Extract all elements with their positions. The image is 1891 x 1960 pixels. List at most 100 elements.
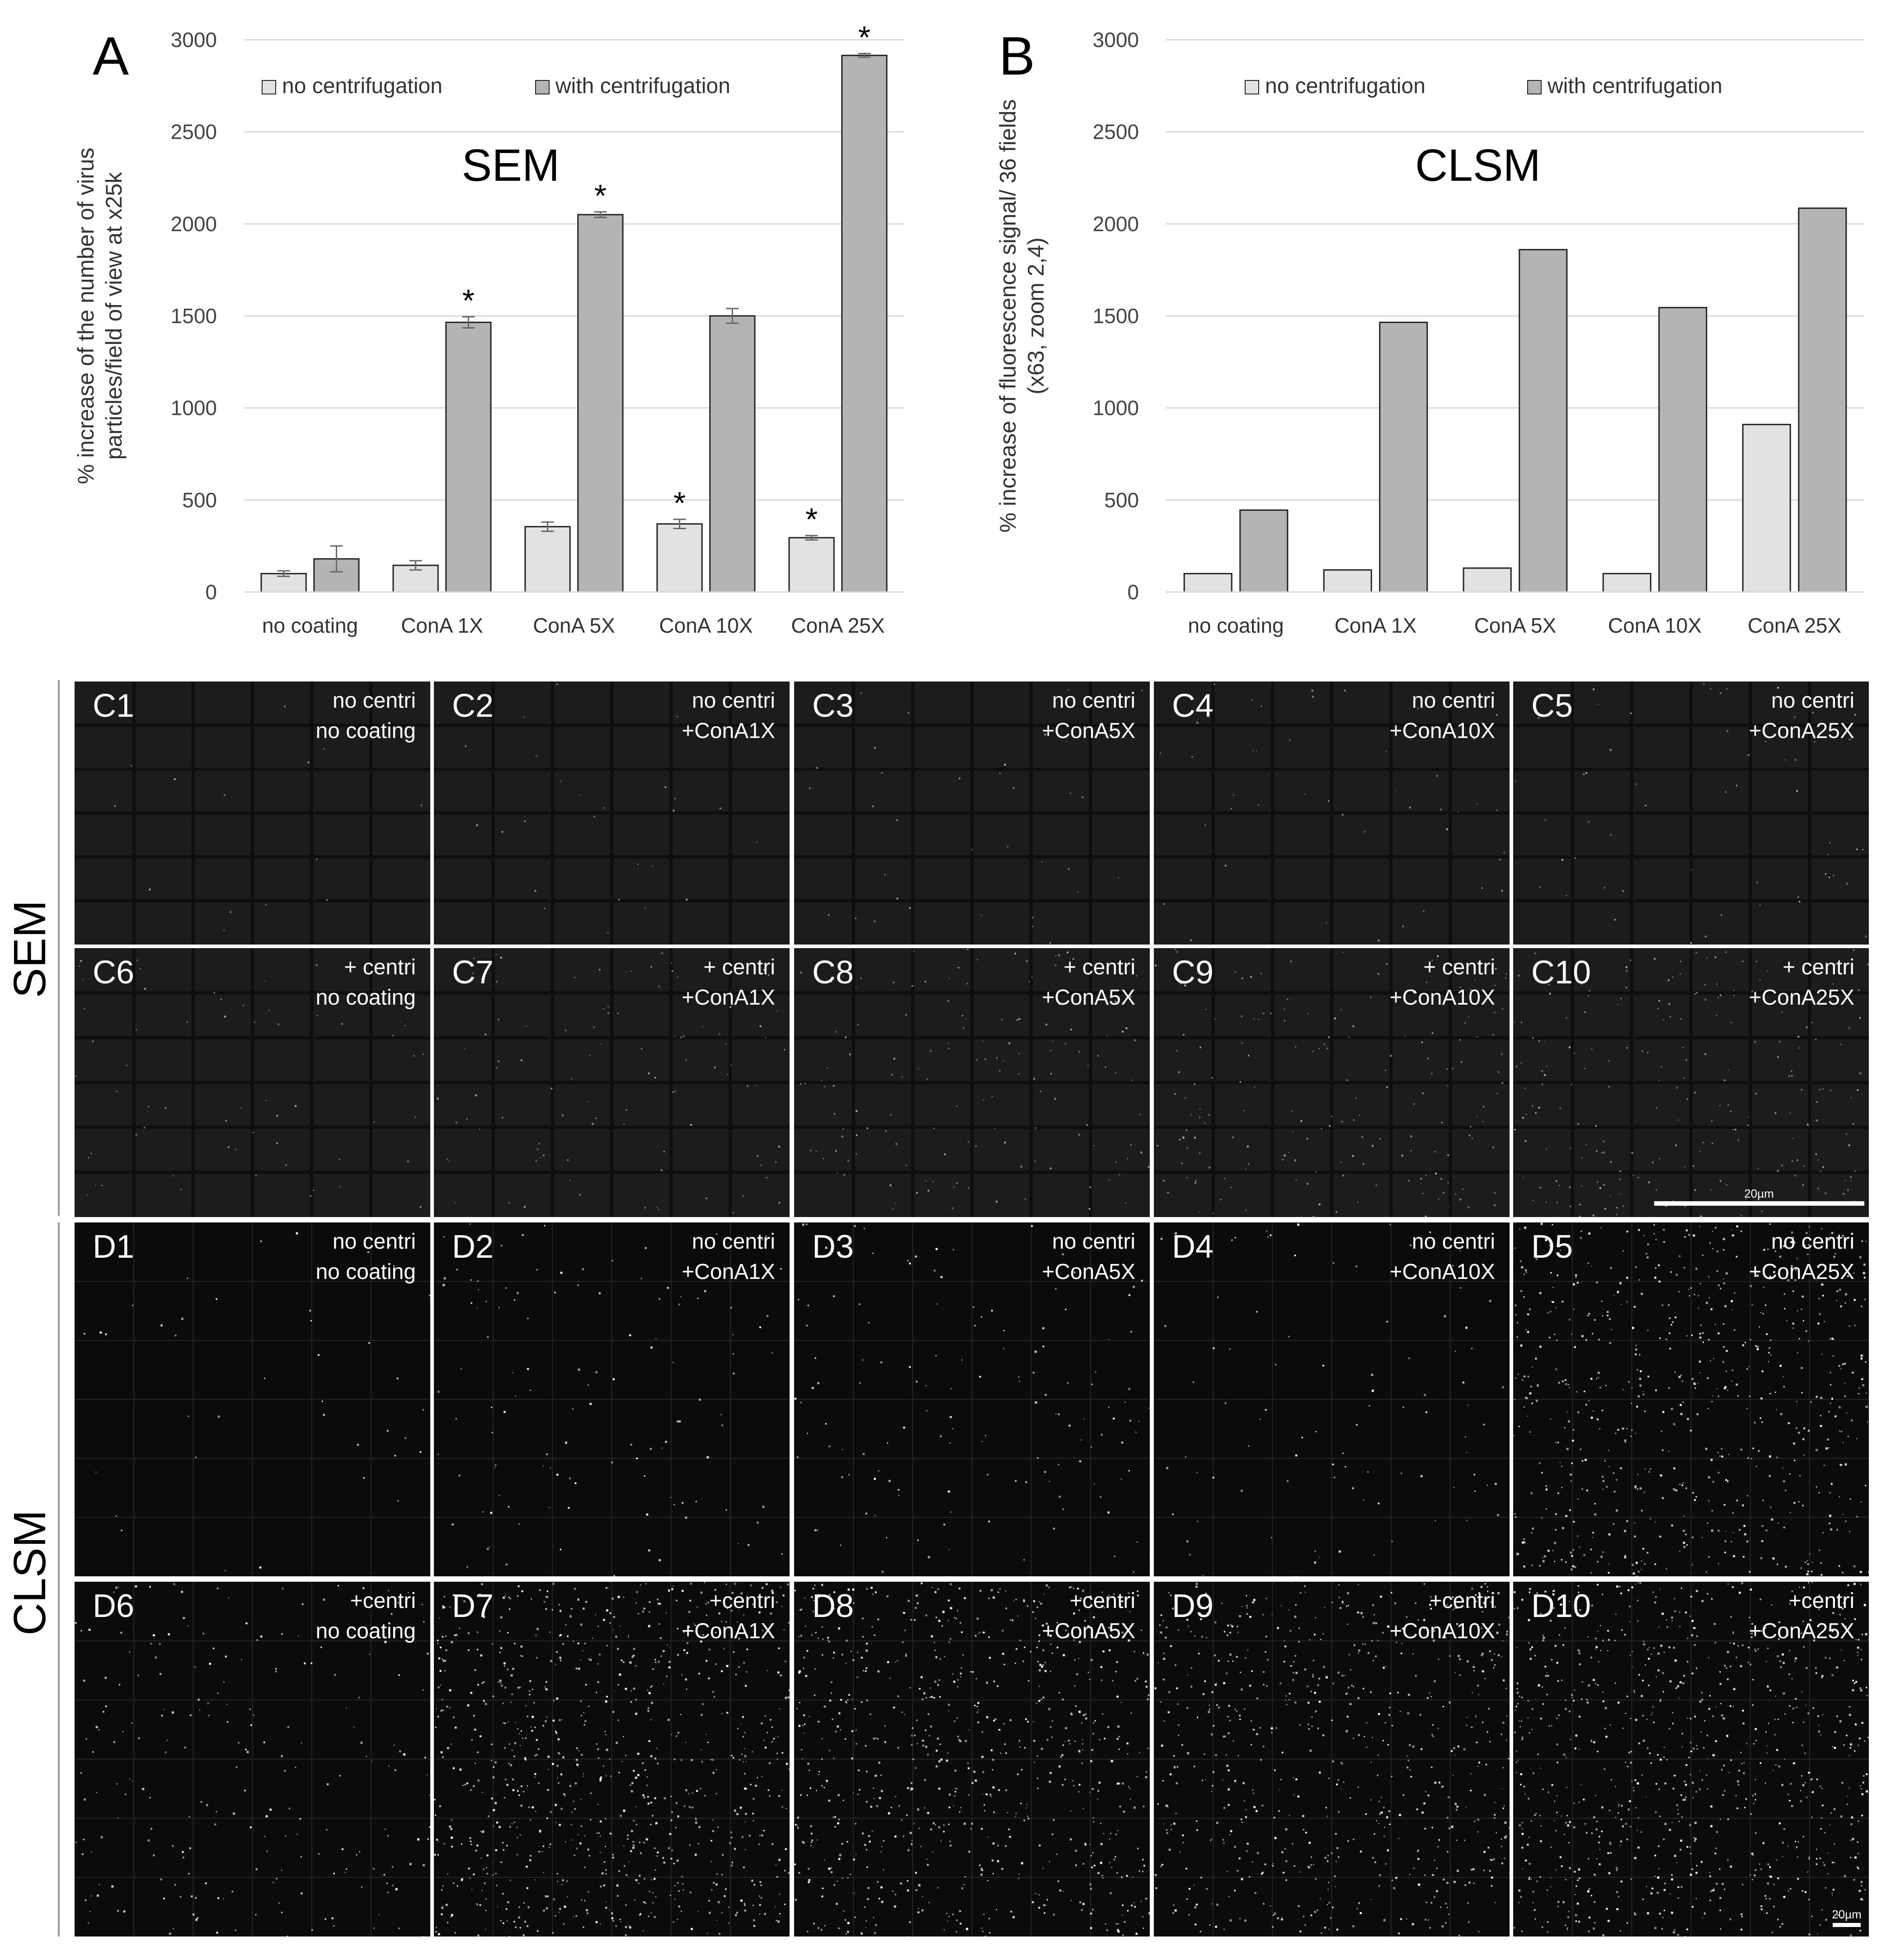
particle <box>647 1707 649 1710</box>
particle <box>1420 1475 1423 1477</box>
particle <box>1371 1373 1374 1376</box>
particle <box>1783 1480 1785 1482</box>
particle <box>1501 1082 1504 1084</box>
particle <box>695 1818 696 1819</box>
particle <box>1455 1809 1458 1811</box>
particle <box>1788 1075 1790 1077</box>
particle <box>1128 1786 1129 1787</box>
particle <box>718 1612 720 1615</box>
particle <box>827 1636 829 1639</box>
particle <box>609 1909 610 1910</box>
particle <box>149 888 151 891</box>
particle <box>644 1878 645 1880</box>
particle <box>1136 1776 1138 1777</box>
particle <box>1172 1607 1174 1610</box>
particle <box>1358 1734 1360 1736</box>
particle <box>1524 1227 1527 1229</box>
particle <box>1160 1614 1162 1616</box>
particle <box>665 1612 667 1614</box>
particle <box>1538 1107 1540 1109</box>
particle <box>639 1842 640 1843</box>
particle <box>1064 1043 1067 1045</box>
particle <box>155 1656 157 1659</box>
particle <box>1783 1245 1785 1247</box>
particle <box>1285 1879 1288 1881</box>
particle <box>1407 1759 1410 1762</box>
particle <box>833 1085 835 1087</box>
particle <box>726 1711 729 1714</box>
particle <box>1655 1389 1657 1391</box>
particle <box>191 1895 193 1898</box>
chart-title: CLSM <box>1415 140 1541 191</box>
particle <box>714 1589 716 1591</box>
particle <box>216 1587 219 1589</box>
particle <box>1719 1105 1721 1107</box>
particle <box>582 1650 583 1652</box>
particle <box>250 1724 252 1726</box>
particle <box>1702 1332 1704 1334</box>
particle <box>1709 1242 1711 1244</box>
particle <box>1232 1740 1234 1742</box>
particle <box>1087 1672 1089 1673</box>
micrograph-condition-line1: + centri <box>1423 955 1495 979</box>
particle <box>1552 1224 1553 1226</box>
particle <box>764 1715 766 1717</box>
particle <box>1284 1154 1286 1156</box>
particle <box>1491 1876 1493 1879</box>
particle <box>806 1930 809 1932</box>
particle <box>1263 1746 1265 1748</box>
particle <box>866 1588 868 1590</box>
particle <box>1131 1904 1133 1907</box>
legend-swatch <box>1245 80 1259 94</box>
particle <box>1377 1774 1378 1777</box>
particles <box>809 689 1143 944</box>
particle <box>610 1775 612 1777</box>
particle <box>1654 958 1656 960</box>
particle <box>1448 1913 1449 1915</box>
particle <box>1724 1540 1726 1542</box>
particle <box>367 1251 370 1253</box>
particle <box>1581 1335 1584 1338</box>
particle <box>346 1707 348 1709</box>
particle <box>1581 1460 1584 1462</box>
particle <box>1069 1586 1071 1589</box>
particle <box>1699 1151 1701 1152</box>
particle <box>1851 1419 1853 1421</box>
particle <box>1056 1646 1058 1649</box>
particle <box>611 1462 613 1464</box>
particle <box>730 1610 733 1612</box>
micrograph-condition-line2: no coating <box>315 1260 416 1284</box>
particle <box>599 1778 602 1781</box>
particle <box>1160 1238 1162 1240</box>
particle <box>1453 1747 1455 1749</box>
particle <box>932 1181 934 1182</box>
particle <box>516 1827 518 1828</box>
particle <box>1045 1622 1048 1625</box>
particle <box>1072 1780 1073 1781</box>
particle <box>1556 1202 1558 1203</box>
particle <box>1160 1866 1162 1867</box>
particle <box>1285 1699 1287 1701</box>
particle <box>1669 1317 1671 1319</box>
particle <box>758 1611 761 1614</box>
particle <box>1502 1679 1505 1682</box>
particle <box>733 1757 734 1759</box>
particle <box>1432 1032 1434 1034</box>
particle <box>1638 1229 1640 1231</box>
particle <box>1601 1410 1603 1412</box>
particle <box>976 1706 978 1707</box>
particle <box>924 1779 926 1781</box>
particle <box>932 1822 935 1824</box>
particle <box>1306 1138 1308 1140</box>
particle <box>508 1608 511 1610</box>
particle <box>1626 1520 1628 1523</box>
particle <box>678 1890 680 1892</box>
particle <box>1434 1680 1436 1683</box>
particle <box>760 1885 762 1886</box>
particle <box>1129 1611 1131 1612</box>
particle <box>520 1730 522 1732</box>
particle <box>1832 1338 1835 1340</box>
particle <box>1769 1475 1771 1477</box>
particle <box>1449 1655 1451 1657</box>
